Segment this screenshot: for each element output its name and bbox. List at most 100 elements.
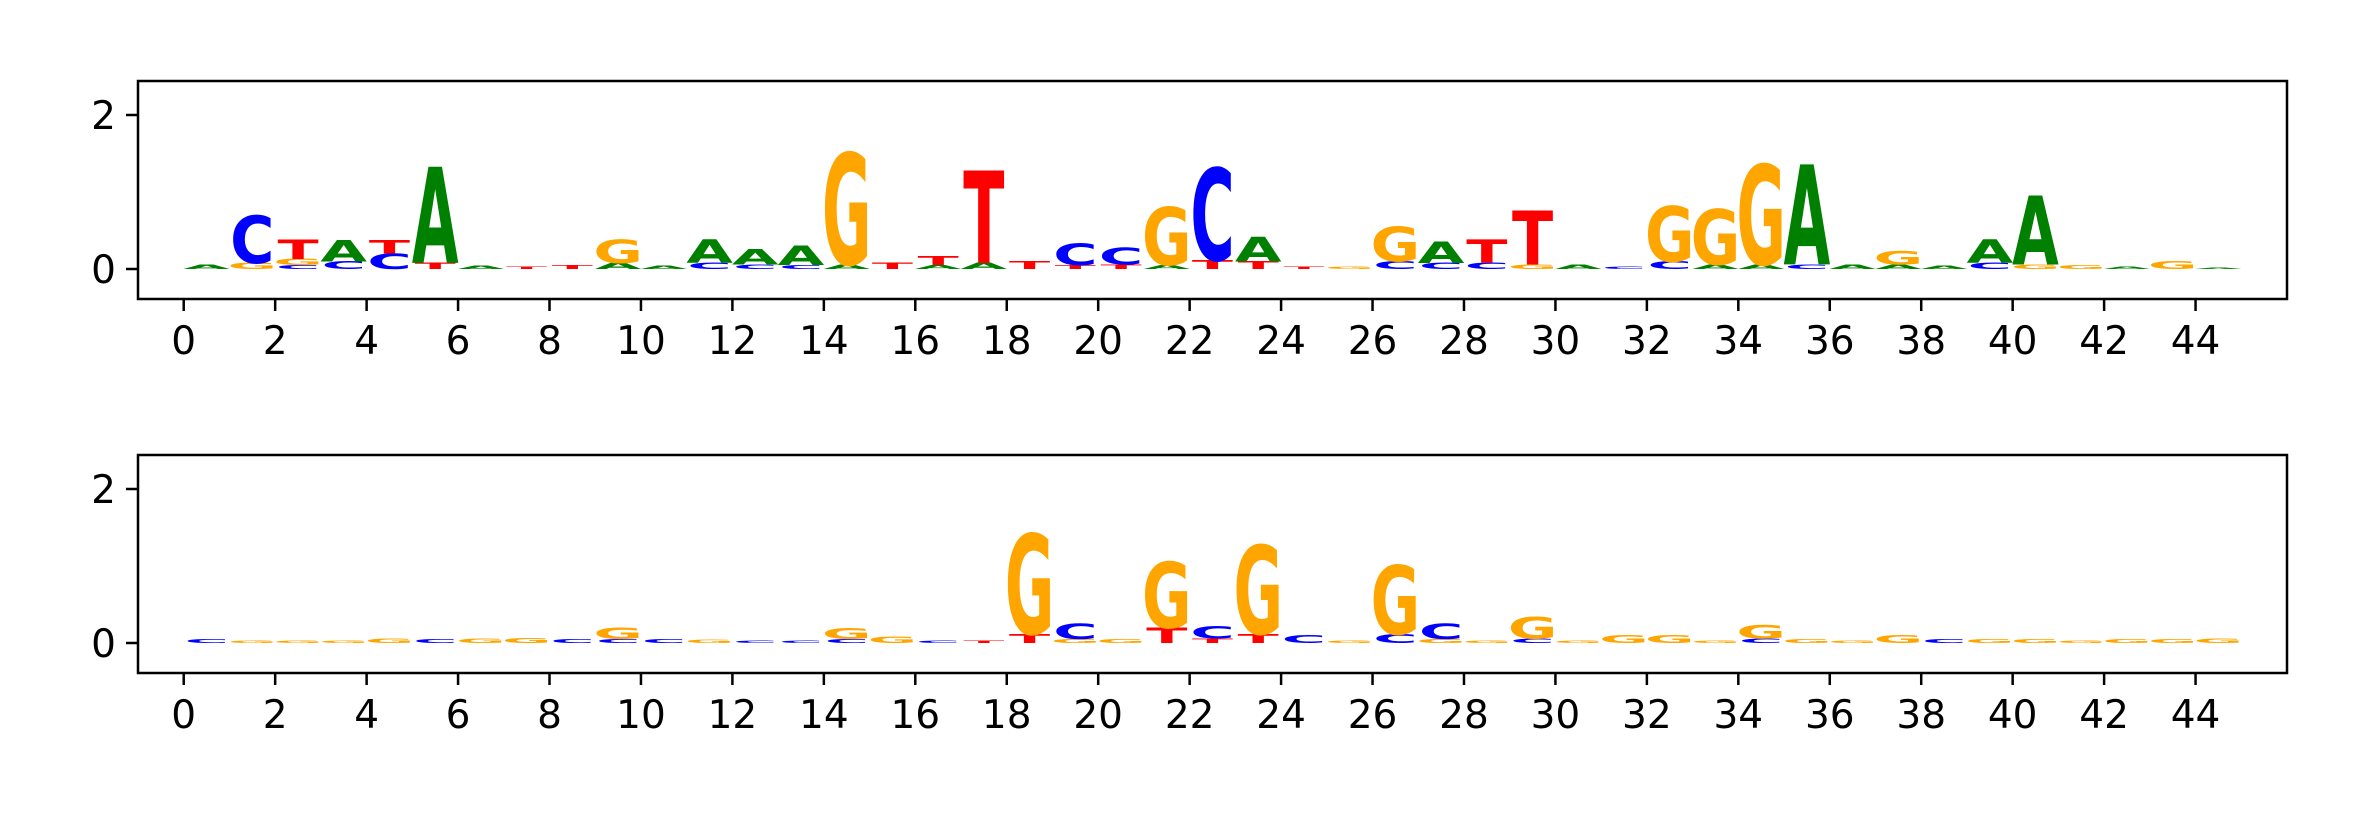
logo-letter: C — [733, 640, 777, 644]
logo-letter: T — [1100, 263, 1142, 270]
logo-letter: C — [779, 264, 823, 270]
x-tick-label: 14 — [799, 319, 849, 364]
logo-letter: C — [1739, 637, 1783, 644]
logo-letter: G — [1096, 638, 1146, 644]
logo-letter: G — [228, 261, 278, 271]
logo-letter: T — [1238, 260, 1280, 272]
logo-letter: T — [1146, 623, 1187, 648]
logo-letter: C — [230, 203, 274, 279]
logo-letter: C — [1465, 261, 1509, 271]
logo-letter: T — [369, 236, 411, 259]
x-tick-label: 16 — [890, 693, 940, 738]
x-tick-label: 0 — [171, 319, 196, 364]
logo-letter: G — [1371, 545, 1421, 656]
x-tick-label: 20 — [1073, 319, 1123, 364]
x-tick-label: 20 — [1073, 693, 1123, 738]
x-tick-label: 24 — [1256, 693, 1306, 738]
logo-letter: G — [1965, 638, 2015, 644]
logo-letter: G — [822, 124, 872, 302]
x-tick-label: 32 — [1622, 319, 1672, 364]
logo-letter: G — [1005, 507, 1055, 666]
logo-letter: C — [1053, 238, 1097, 272]
logo-letter: T — [277, 235, 318, 266]
logo-letter: A — [961, 261, 1009, 271]
x-tick-label: 12 — [708, 693, 758, 738]
logo-letter: C — [322, 260, 366, 272]
x-tick-label: 2 — [263, 693, 288, 738]
logo-letter: T — [1466, 234, 1507, 271]
logo-letter: A — [915, 264, 962, 270]
logo-letter: A — [412, 142, 459, 295]
logo-letter: T — [552, 264, 593, 270]
logo-letter: G — [1233, 521, 1283, 663]
logo-letter: G — [1142, 545, 1192, 649]
logo-letter: A — [1784, 138, 1831, 297]
x-tick-label: 16 — [890, 319, 940, 364]
logo-letter: G — [2148, 638, 2198, 644]
logo-letter: A — [1418, 236, 1465, 270]
logo-letter: G — [1325, 640, 1375, 644]
logo-letter: G — [2102, 638, 2152, 644]
logo-letter: T — [1283, 266, 1324, 270]
logo-letter: C — [916, 640, 960, 644]
logo-letter: A — [320, 235, 367, 269]
x-tick-label: 22 — [1165, 319, 1215, 364]
x-tick-label: 40 — [1988, 693, 2038, 738]
x-tick-label: 38 — [1896, 319, 1946, 364]
x-tick-label: 8 — [537, 693, 562, 738]
logo-letter: A — [2012, 176, 2059, 287]
logo-letter: G — [456, 637, 506, 644]
logo-letter: T — [415, 261, 457, 271]
logo-letter: G — [2011, 263, 2061, 270]
logo-letter: C — [276, 264, 320, 270]
logo-letter: A — [1966, 234, 2014, 271]
x-tick-label: 18 — [982, 693, 1032, 738]
x-tick-label: 26 — [1348, 319, 1398, 364]
x-tick-label: 42 — [2079, 319, 2129, 364]
x-tick-label: 30 — [1531, 693, 1581, 738]
logo-letter: G — [1736, 621, 1786, 644]
x-tick-label: 28 — [1439, 693, 1489, 738]
logo-letter: T — [506, 266, 547, 270]
x-tick-label: 36 — [1805, 319, 1855, 364]
plot-frame — [136, 79, 2289, 301]
logo-letter: T — [1238, 632, 1280, 647]
x-tick-label: 34 — [1713, 319, 1763, 364]
logo-letter: G — [2011, 638, 2061, 644]
logo-letter: A — [1875, 263, 1922, 270]
logo-letter: C — [1510, 637, 1554, 644]
x-tick-label: 18 — [982, 319, 1032, 364]
logo-panel-bottom: 020 2 4 6 8 10 12 14 16 18 20 22 24 26 28 30 32 34 36 38 40 4… — [91, 453, 2289, 738]
x-tick-label: 44 — [2171, 319, 2221, 364]
logo-letter: C — [1602, 266, 1646, 270]
logo-letter: A — [686, 234, 734, 271]
logo-letter: G — [593, 234, 643, 271]
y-tick-label: 2 — [91, 94, 116, 139]
logo-letter: C — [1190, 144, 1234, 291]
logo-letter: A — [1921, 265, 1968, 270]
x-tick-label: 4 — [354, 319, 379, 364]
logo-letter: C — [550, 638, 594, 644]
logo-letter: A — [823, 263, 870, 270]
logo-letter: A — [778, 241, 825, 272]
x-tick-label: 44 — [2171, 693, 2221, 738]
logo-letter: G — [1051, 638, 1101, 644]
logo-letter: G — [1371, 218, 1421, 273]
logo-letter: C — [1282, 634, 1326, 646]
logo-letter: T — [963, 147, 1004, 294]
logo-letter: T — [918, 254, 960, 269]
x-tick-label: 10 — [616, 693, 666, 738]
logo-panel-top: 020 2 4 6 8 10 12 14 16 18 20 22 24 26 28 30 32 34 36 38 40 4… — [91, 79, 2289, 364]
logo-letter: C — [184, 638, 228, 644]
logo-letter: G — [1874, 247, 1924, 270]
x-tick-label: 10 — [616, 319, 666, 364]
logo-letter: G — [1325, 266, 1375, 270]
x-tick-label: 4 — [354, 693, 379, 738]
x-tick-label: 32 — [1622, 693, 1672, 738]
x-tick-label: 40 — [1988, 319, 2038, 364]
logo-letter: A — [1143, 264, 1190, 270]
logo-letter: G — [593, 625, 643, 643]
logo-letter: G — [2194, 637, 2244, 644]
x-tick-label: 34 — [1713, 693, 1763, 738]
logo-letter: G — [1645, 634, 1695, 646]
